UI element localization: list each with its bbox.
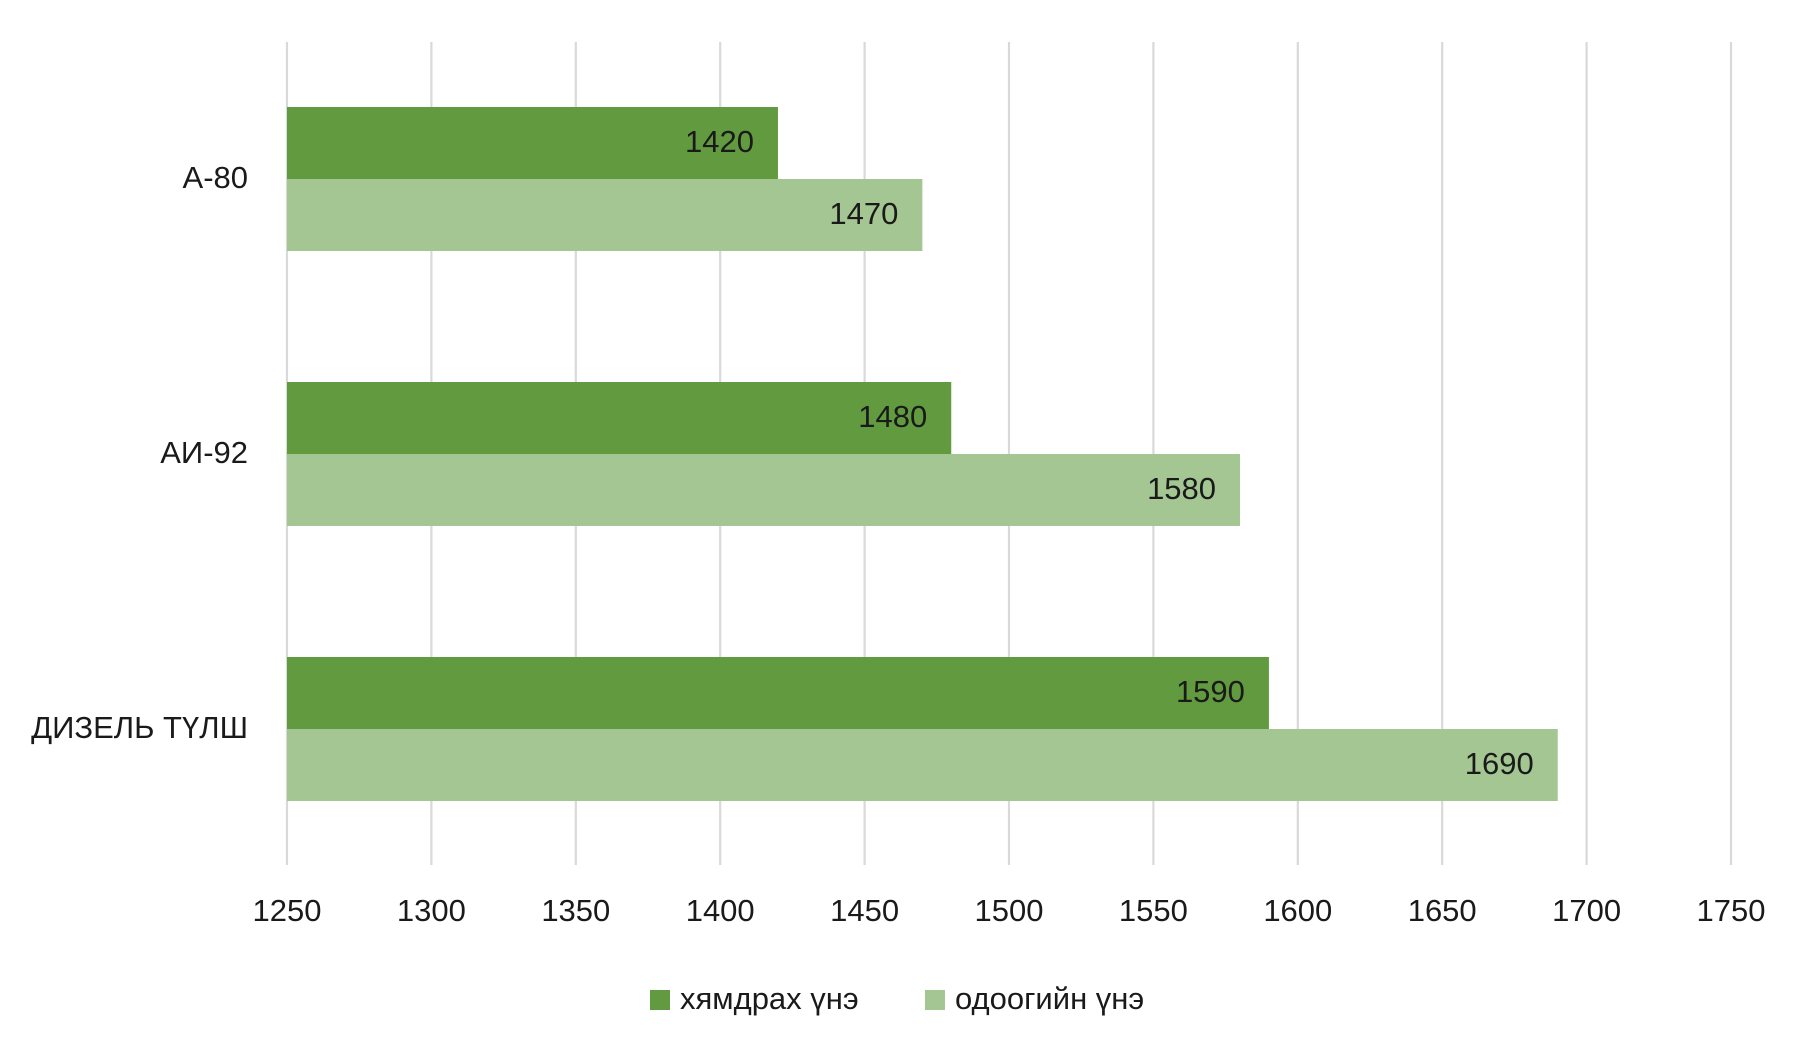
x-tick-label-1500: 1500 [975,893,1044,928]
category-label-2: ДИЗЕЛЬ ТҮЛШ [31,710,248,745]
x-tick-label-1400: 1400 [686,893,755,928]
bar-discount-0 [287,107,778,179]
category-label-0: A-80 [183,160,248,195]
data-label-discount-2: 1590 [1176,674,1245,709]
x-tick-label-1350: 1350 [541,893,610,928]
category-axis: A-80 АИ-92 ДИЗЕЛЬ ТҮЛШ [31,160,248,745]
legend-item-current[interactable]: одоогийн үнэ [925,981,1144,1016]
value-axis: 1250 1300 1350 1400 1450 1500 1550 1600 1650 1700… [253,893,1766,928]
data-label-current-2: 1690 [1465,746,1534,781]
x-tick-label-1450: 1450 [830,893,899,928]
legend: хямдрах үнэ одоогийн үнэ [650,981,1144,1016]
data-label-discount-1: 1480 [858,399,927,434]
x-tick-label-1550: 1550 [1119,893,1188,928]
legend-swatch-0 [650,990,670,1010]
x-tick-label-1750: 1750 [1697,893,1766,928]
legend-item-discount[interactable]: хямдрах үнэ [650,981,859,1016]
x-tick-label-1250: 1250 [253,893,322,928]
bar-current-2 [287,729,1558,801]
bar-current-1 [287,454,1241,526]
bars [287,107,1558,801]
bar-current-0 [287,179,923,251]
data-label-discount-0: 1420 [685,124,754,159]
bar-discount-1 [287,382,952,454]
x-tick-label-1700: 1700 [1552,893,1621,928]
data-labels: 1420 1470 1480 1580 1590 1690 [685,124,1534,781]
bar-discount-2 [287,657,1269,729]
legend-swatch-1 [925,990,945,1010]
x-tick-label-1650: 1650 [1408,893,1477,928]
x-tick-label-1600: 1600 [1263,893,1332,928]
data-label-current-0: 1470 [829,196,898,231]
category-label-1: АИ-92 [160,435,248,470]
legend-label-1: одоогийн үнэ [955,981,1144,1016]
data-label-current-1: 1580 [1147,471,1216,506]
legend-label-0: хямдрах үнэ [680,981,859,1016]
x-tick-label-1300: 1300 [397,893,466,928]
